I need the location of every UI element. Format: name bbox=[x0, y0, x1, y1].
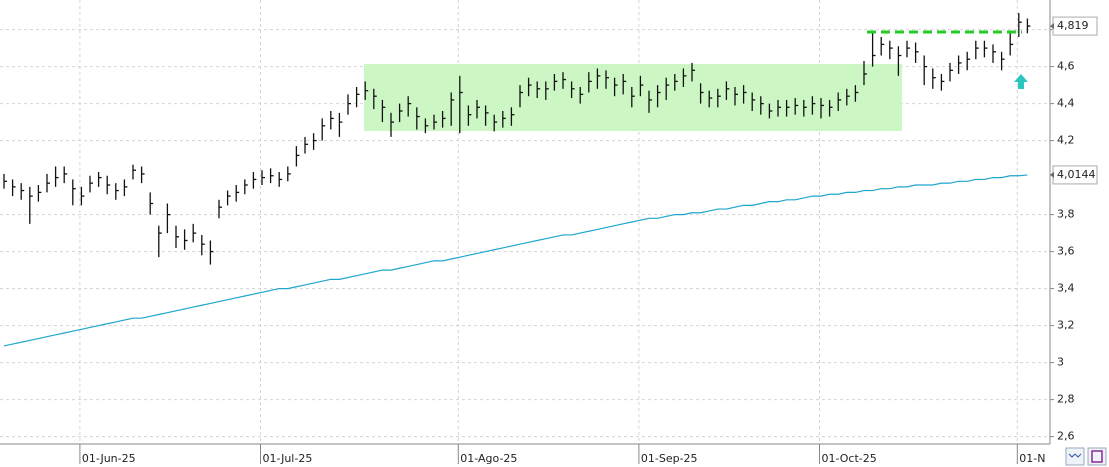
y-tick-label: 4,6 bbox=[1057, 60, 1075, 73]
x-tick-label: 01-Oct-25 bbox=[822, 452, 877, 465]
y-tick-label: 2,8 bbox=[1057, 393, 1075, 406]
price-marker-pointer bbox=[1050, 23, 1054, 30]
plot-area bbox=[3, 12, 1031, 347]
save-icon bbox=[1091, 450, 1103, 463]
price-marker-label: 4,819 bbox=[1057, 19, 1089, 32]
price-marker-label: 4,0144 bbox=[1057, 168, 1096, 181]
x-tick-label: 01-Jun-25 bbox=[82, 452, 136, 465]
zoom-button[interactable] bbox=[1065, 447, 1085, 466]
y-tick-label: 3,6 bbox=[1057, 245, 1075, 258]
y-tick-label: 4,2 bbox=[1057, 134, 1075, 147]
y-tick-label: 2,6 bbox=[1057, 430, 1075, 443]
y-tick-label: 3,4 bbox=[1057, 282, 1075, 295]
y-tick-label: 3 bbox=[1057, 356, 1064, 369]
axes: 2,62,833,23,43,63,84,24,44,64,801-Jun-25… bbox=[79, 16, 1098, 465]
arrow-up bbox=[1014, 74, 1028, 89]
zoom-icon bbox=[1068, 453, 1082, 458]
y-tick-label: 3,2 bbox=[1057, 319, 1075, 332]
range-box bbox=[364, 64, 902, 131]
y-tick-label: 4,4 bbox=[1057, 97, 1075, 110]
x-tick-label: 01-N bbox=[1019, 452, 1045, 465]
y-tick-label: 3,8 bbox=[1057, 208, 1075, 221]
moving-average bbox=[3, 174, 1028, 347]
price-marker-pointer bbox=[1050, 171, 1054, 178]
x-tick-label: 01-Ago-25 bbox=[460, 452, 517, 465]
x-tick-label: 01-Sep-25 bbox=[641, 452, 698, 465]
x-tick-label: 01-Jul-25 bbox=[263, 452, 313, 465]
